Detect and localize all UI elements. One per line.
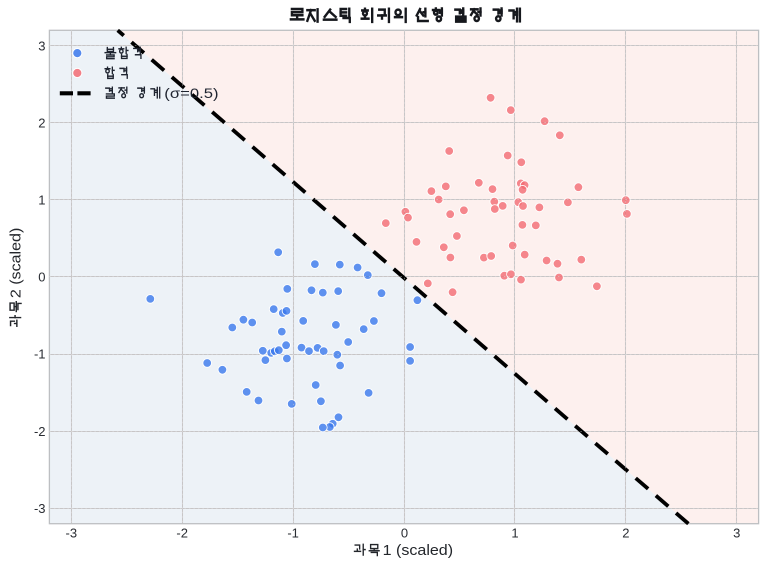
- svg-text:3: 3: [733, 526, 740, 541]
- svg-text:2: 2: [622, 526, 629, 541]
- svg-text:-1: -1: [287, 526, 299, 541]
- svg-text:-1: -1: [34, 347, 46, 362]
- svg-text:1 (scaled): 1 (scaled): [383, 543, 454, 559]
- svg-text:0: 0: [401, 526, 408, 541]
- svg-text:0: 0: [38, 270, 45, 285]
- svg-text:(σ=0.5): (σ=0.5): [164, 86, 218, 102]
- svg-text:2 (scaled): 2 (scaled): [9, 228, 25, 299]
- svg-text:1: 1: [38, 193, 45, 208]
- svg-text:-2: -2: [176, 526, 188, 541]
- svg-text:-2: -2: [34, 424, 46, 439]
- svg-text:3: 3: [38, 39, 45, 54]
- svg-text:-3: -3: [34, 501, 46, 516]
- svg-text:-3: -3: [66, 526, 78, 541]
- svg-text:1: 1: [511, 526, 518, 541]
- svg-text:2: 2: [38, 116, 45, 131]
